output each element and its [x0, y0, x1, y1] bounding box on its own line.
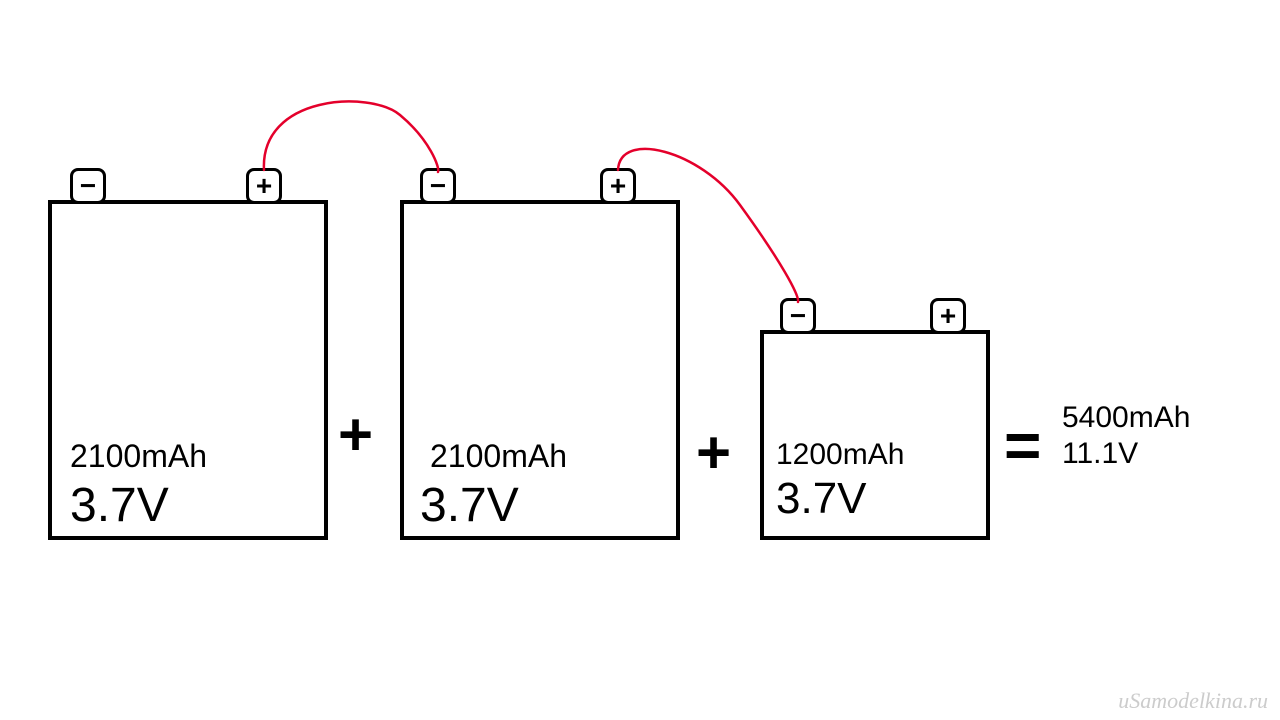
battery-1-pos-terminal: + [246, 168, 282, 204]
minus-icon: − [80, 172, 96, 200]
battery-3-neg-terminal: − [780, 298, 816, 334]
watermark: uSamodelkina.ru [1118, 688, 1268, 714]
plus-icon: + [256, 172, 272, 200]
plus-icon: + [610, 172, 626, 200]
battery-1-neg-terminal: − [70, 168, 106, 204]
plus-operator-2: + [696, 418, 731, 487]
battery-2-voltage: 3.7V [420, 478, 519, 533]
diagram-stage: − + 2100mAh 3.7V − + 2100mAh 3.7V − + 12… [0, 0, 1280, 720]
result-voltage: 11.1V [1062, 436, 1138, 472]
battery-3-voltage: 3.7V [776, 474, 867, 524]
minus-icon: − [790, 302, 806, 330]
plus-operator-1: + [338, 400, 373, 469]
battery-2-capacity: 2100mAh [430, 438, 567, 475]
battery-3-capacity: 1200mAh [776, 438, 904, 472]
wire-1 [264, 101, 438, 172]
minus-icon: − [430, 172, 446, 200]
battery-1-capacity: 2100mAh [70, 438, 207, 475]
equals-operator: = [1004, 408, 1041, 482]
battery-3-pos-terminal: + [930, 298, 966, 334]
battery-2-pos-terminal: + [600, 168, 636, 204]
result-capacity: 5400mAh [1062, 400, 1190, 436]
plus-icon: + [940, 302, 956, 330]
battery-2-neg-terminal: − [420, 168, 456, 204]
battery-1-voltage: 3.7V [70, 478, 169, 533]
